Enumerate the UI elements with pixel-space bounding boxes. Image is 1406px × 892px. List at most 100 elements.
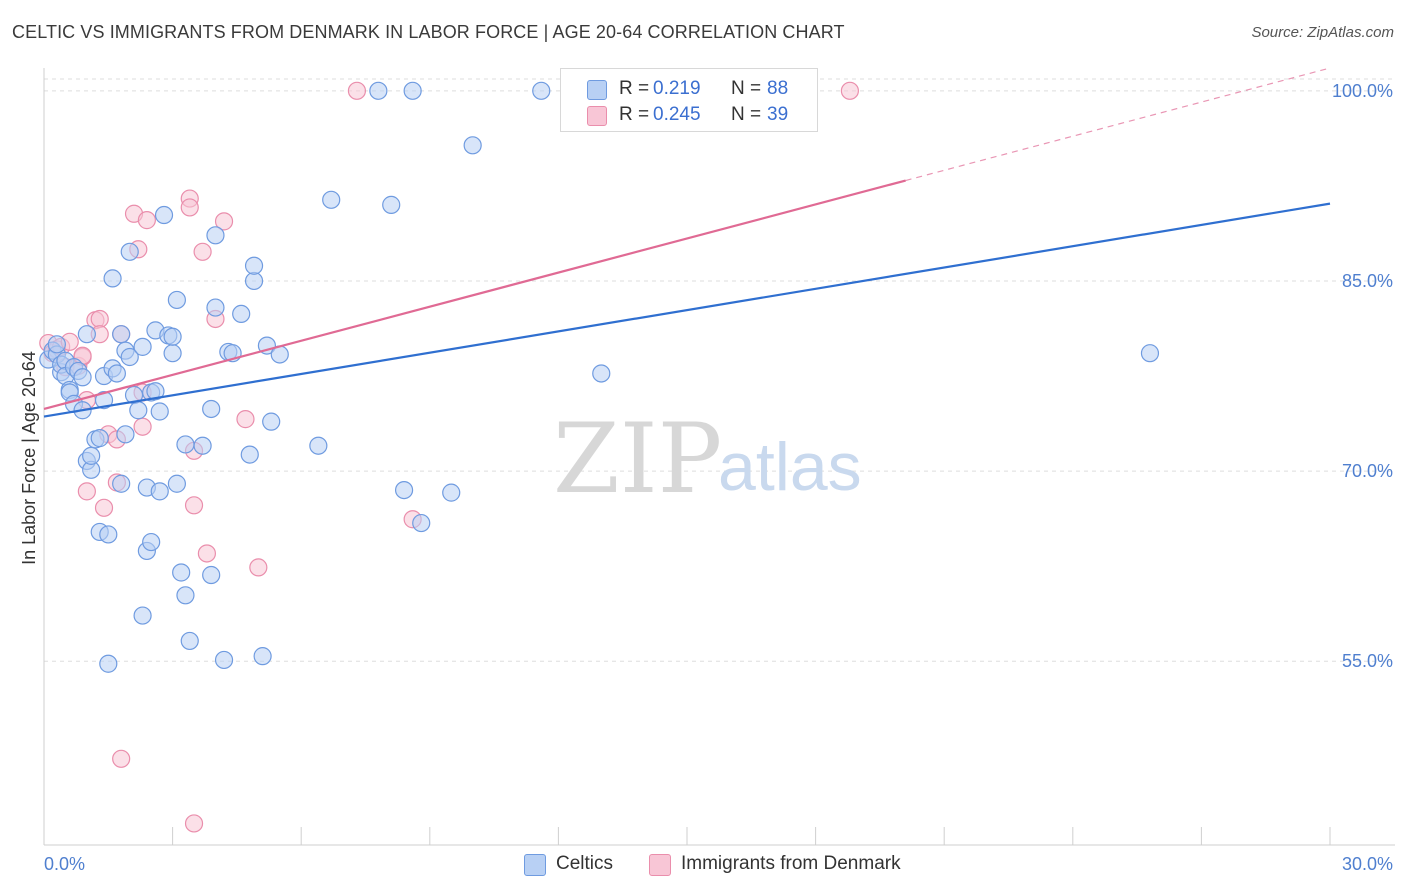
- celtics-point: [240, 445, 259, 464]
- denmark-point: [197, 544, 216, 563]
- celtics-point: [206, 226, 225, 245]
- denmark-n-value: 39: [767, 104, 789, 125]
- celtics-point: [116, 425, 135, 444]
- celtics-point: [107, 364, 126, 383]
- celtics-point: [202, 565, 221, 585]
- celtics-point: [154, 205, 174, 225]
- celtics-point: [214, 650, 234, 670]
- celtics-point: [163, 344, 182, 363]
- denmark-n-label: N =: [731, 104, 762, 125]
- celtics-point: [112, 325, 131, 344]
- celtics-point: [206, 298, 225, 317]
- chart-title: CELTIC VS IMMIGRANTS FROM DENMARK IN LAB…: [12, 22, 845, 42]
- celtics-point: [532, 81, 551, 100]
- y-tick-label: 85.0%: [1342, 271, 1393, 291]
- denmark-point: [236, 410, 255, 429]
- celtics-point: [193, 436, 212, 455]
- celtics-point: [176, 586, 195, 605]
- celtics-point: [244, 271, 264, 291]
- celtics-point: [103, 269, 122, 288]
- stats-legend: R = 0.219 N = 88 R = 0.245 N = 39: [560, 68, 818, 132]
- legend-celtics-swatch: [524, 854, 546, 876]
- celtics-point: [202, 399, 221, 419]
- y-tick-label: 70.0%: [1342, 461, 1393, 481]
- denmark-point: [184, 496, 204, 515]
- y-tick-labels: 55.0% 70.0% 85.0% 100.0%: [1332, 81, 1393, 671]
- watermark: ZIP atlas: [553, 403, 862, 515]
- celtics-r-value: 0.219: [653, 78, 701, 99]
- celtics-point: [463, 136, 482, 155]
- celtics-n-label: N =: [731, 78, 762, 99]
- legend-denmark-swatch: [649, 854, 671, 876]
- celtics-points: [39, 81, 1160, 673]
- celtics-point: [120, 347, 139, 367]
- celtics-swatch: [587, 80, 607, 100]
- celtics-point: [142, 532, 161, 552]
- celtics-point: [82, 446, 101, 465]
- denmark-trend-line-extension: [905, 67, 1331, 182]
- y-axis-label: In Labor Force | Age 20-64: [19, 351, 39, 565]
- celtics-point: [77, 325, 96, 344]
- x-tick-label: 0.0%: [44, 854, 85, 874]
- denmark-point: [840, 81, 859, 100]
- celtics-point: [99, 525, 118, 544]
- denmark-swatch: [587, 106, 607, 126]
- celtics-point: [232, 304, 251, 324]
- celtics-point: [167, 474, 186, 493]
- celtics-point: [592, 364, 611, 383]
- celtics-point: [112, 474, 131, 493]
- celtics-point: [412, 513, 431, 533]
- y-tick-label: 100.0%: [1332, 81, 1393, 101]
- celtics-point: [442, 483, 461, 502]
- celtics-point: [322, 190, 341, 209]
- celtics-point: [163, 327, 182, 346]
- legend-celtics-label: Celtics: [556, 853, 614, 874]
- celtics-point: [94, 390, 114, 410]
- celtics-point: [133, 337, 152, 356]
- celtics-point: [129, 401, 148, 420]
- denmark-point: [90, 309, 109, 329]
- grid-lines: [44, 78, 1395, 662]
- celtics-point: [73, 368, 92, 387]
- celtics-point: [133, 606, 152, 625]
- celtics-point: [176, 435, 195, 454]
- watermark-zip: ZIP: [553, 403, 722, 515]
- denmark-point: [133, 417, 152, 436]
- denmark-point: [112, 749, 131, 768]
- trend-lines: [43, 67, 1331, 418]
- celtics-point: [167, 290, 186, 310]
- denmark-point: [137, 211, 156, 230]
- celtics-point: [150, 402, 169, 421]
- celtics-point: [244, 256, 264, 275]
- celtics-point: [394, 480, 414, 500]
- denmark-point: [180, 198, 199, 217]
- celtics-trend-line: [43, 202, 1331, 418]
- series-legend: Celtics Immigrants from Denmark: [0, 852, 1406, 880]
- celtics-point: [99, 654, 118, 673]
- x-tick-label: 30.0%: [1342, 854, 1393, 874]
- denmark-point: [347, 81, 367, 100]
- celtics-point: [90, 429, 109, 448]
- denmark-point: [214, 212, 234, 231]
- celtics-point: [253, 647, 272, 666]
- denmark-point: [193, 242, 212, 261]
- celtics-point: [403, 81, 422, 100]
- denmark-point: [184, 814, 204, 833]
- x-tick-labels: 0.0% 30.0%: [44, 854, 1393, 874]
- denmark-r-value: 0.245: [653, 104, 701, 125]
- celtics-point: [150, 482, 169, 501]
- axes: [43, 68, 1395, 846]
- legend-denmark-label: Immigrants from Denmark: [681, 853, 901, 874]
- celtics-point: [382, 195, 401, 214]
- celtics-r-label: R =: [619, 78, 650, 99]
- celtics-point: [180, 631, 199, 651]
- denmark-trend-line: [43, 179, 906, 411]
- y-tick-label: 55.0%: [1342, 651, 1393, 671]
- denmark-point: [249, 558, 268, 577]
- source-credit: Source: ZipAtlas.com: [1251, 24, 1394, 41]
- denmark-r-label: R =: [619, 104, 650, 125]
- denmark-point: [77, 482, 96, 501]
- celtics-n-value: 88: [767, 78, 789, 99]
- celtics-point: [120, 242, 139, 261]
